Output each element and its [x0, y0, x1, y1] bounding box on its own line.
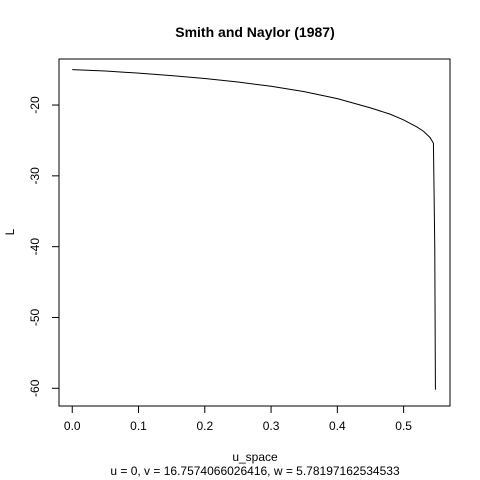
chart-title: Smith and Naylor (1987) [175, 24, 335, 40]
series-layer [72, 69, 436, 390]
x-axis: 0.0 0.1 0.2 0.3 0.4 0.5 [64, 405, 412, 433]
x-tick-label: 0.0 [64, 419, 81, 433]
x-tick-label: 0.2 [196, 419, 213, 433]
y-axis: -60 -50 -40 -30 -20 [28, 96, 60, 397]
y-axis-label: L [3, 228, 17, 235]
x-tick-label: 0.4 [329, 419, 346, 433]
y-tick-label: -50 [28, 308, 42, 326]
y-tick-label: -40 [28, 238, 42, 256]
y-tick-label: -60 [28, 379, 42, 397]
x-tick-label: 0.5 [395, 419, 412, 433]
chart-subtitle: u = 0, v = 16.7574066026416, w = 5.78197… [110, 464, 400, 478]
y-tick-label: -30 [28, 167, 42, 185]
y-tick-label: -20 [28, 96, 42, 114]
x-axis-label: u_space [232, 450, 278, 464]
series-line-L [72, 69, 436, 390]
x-tick-label: 0.3 [263, 419, 280, 433]
x-tick-label: 0.1 [130, 419, 147, 433]
